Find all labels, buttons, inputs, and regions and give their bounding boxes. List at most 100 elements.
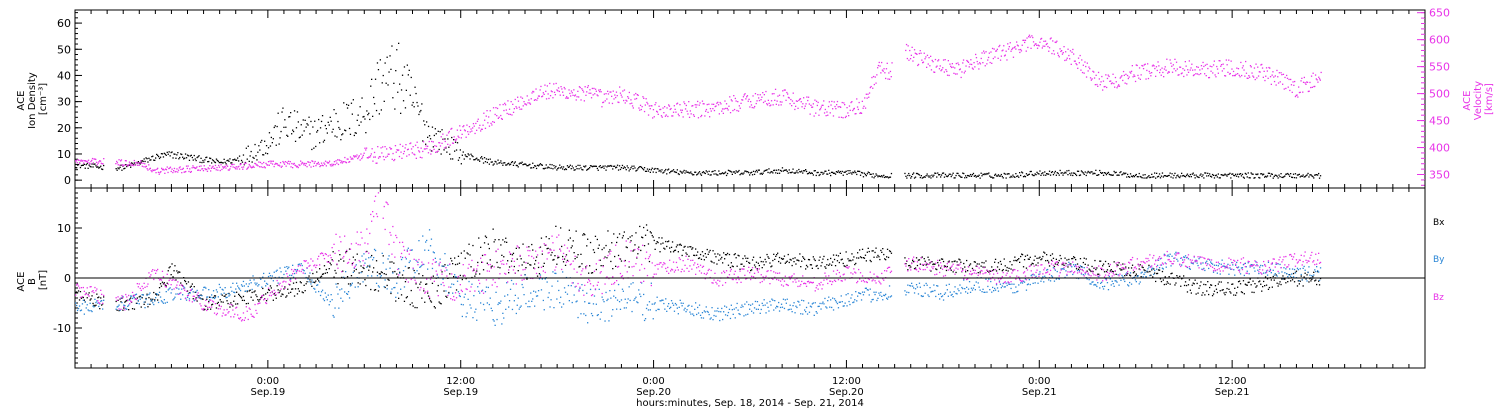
data-point: [743, 265, 745, 267]
data-point: [725, 107, 727, 110]
data-point: [1288, 173, 1290, 176]
data-point: [379, 59, 381, 61]
data-point: [513, 162, 515, 164]
data-point: [574, 169, 576, 171]
data-point: [1034, 255, 1036, 257]
data-point: [408, 267, 410, 269]
data-point: [336, 162, 338, 164]
data-point: [1231, 68, 1233, 70]
data-point: [394, 108, 396, 110]
data-point: [948, 260, 950, 262]
data-point: [100, 300, 102, 302]
data-point: [219, 286, 221, 289]
data-point: [1156, 69, 1158, 72]
data-point: [290, 166, 292, 168]
x-tick-label-time: 12:00: [1218, 376, 1247, 387]
data-point: [302, 269, 304, 271]
data-point: [422, 150, 424, 153]
data-point: [1295, 177, 1298, 179]
data-point: [210, 296, 212, 299]
top-left-tick-label: 60: [57, 17, 71, 30]
data-point: [187, 165, 189, 167]
data-point: [224, 287, 226, 289]
data-point: [768, 102, 770, 104]
data-point: [562, 255, 564, 258]
data-point: [835, 171, 838, 173]
data-point: [787, 253, 789, 256]
data-point: [319, 165, 321, 168]
data-point: [103, 296, 105, 298]
data-point: [472, 317, 474, 319]
data-point: [523, 163, 525, 165]
data-point: [1097, 71, 1100, 74]
data-point: [292, 130, 295, 133]
data-point: [300, 163, 303, 165]
data-point: [1080, 170, 1083, 172]
data-point: [917, 63, 920, 66]
data-point: [1010, 268, 1012, 270]
data-point: [140, 306, 142, 308]
data-point: [1279, 81, 1281, 83]
data-point: [1018, 176, 1020, 178]
data-point: [1313, 177, 1315, 179]
data-point: [145, 157, 147, 159]
data-point: [399, 143, 401, 146]
data-point: [707, 111, 709, 113]
data-point: [278, 291, 280, 294]
data-point: [178, 271, 180, 273]
data-point: [579, 86, 581, 89]
data-point: [119, 166, 121, 168]
data-point: [1288, 78, 1290, 81]
data-point: [1243, 69, 1245, 71]
data-point: [144, 163, 146, 165]
data-point: [204, 159, 206, 161]
data-point: [622, 235, 624, 237]
data-point: [1249, 76, 1251, 78]
data-point: [1118, 84, 1120, 86]
data-point: [225, 293, 227, 296]
data-point: [598, 91, 601, 93]
data-point: [717, 253, 719, 255]
data-point: [322, 141, 325, 143]
data-point: [352, 271, 354, 273]
data-point: [1140, 74, 1142, 76]
data-point: [484, 161, 487, 163]
data-point: [803, 257, 805, 259]
data-point: [1261, 290, 1263, 292]
data-point: [1248, 281, 1250, 283]
data-point: [700, 174, 703, 176]
data-point: [1175, 61, 1178, 63]
data-point: [427, 295, 430, 297]
data-point: [411, 152, 413, 154]
data-point: [1063, 264, 1065, 266]
data-point: [157, 167, 159, 169]
data-point: [1095, 169, 1097, 171]
data-point: [1131, 176, 1134, 178]
data-point: [568, 166, 570, 168]
data-point: [536, 275, 539, 277]
data-point: [215, 307, 218, 309]
data-point: [630, 167, 632, 169]
data-point: [279, 165, 281, 167]
data-point: [371, 254, 373, 257]
data-point: [243, 299, 245, 302]
data-point: [634, 167, 636, 169]
data-point: [1292, 272, 1295, 275]
data-point: [887, 256, 890, 259]
data-point: [1113, 261, 1115, 263]
data-point: [1207, 172, 1209, 174]
data-point: [701, 100, 704, 102]
data-point: [762, 101, 765, 104]
data-point: [717, 101, 719, 103]
data-point: [1320, 71, 1322, 74]
data-point: [1254, 78, 1256, 81]
data-point: [1277, 76, 1279, 78]
data-point: [402, 145, 404, 147]
data-point: [1093, 71, 1095, 73]
data-point: [1224, 75, 1227, 77]
data-point: [121, 164, 123, 166]
data-point: [1009, 176, 1011, 179]
data-point: [879, 258, 881, 261]
data-point: [79, 160, 82, 162]
data-point: [1294, 173, 1297, 175]
